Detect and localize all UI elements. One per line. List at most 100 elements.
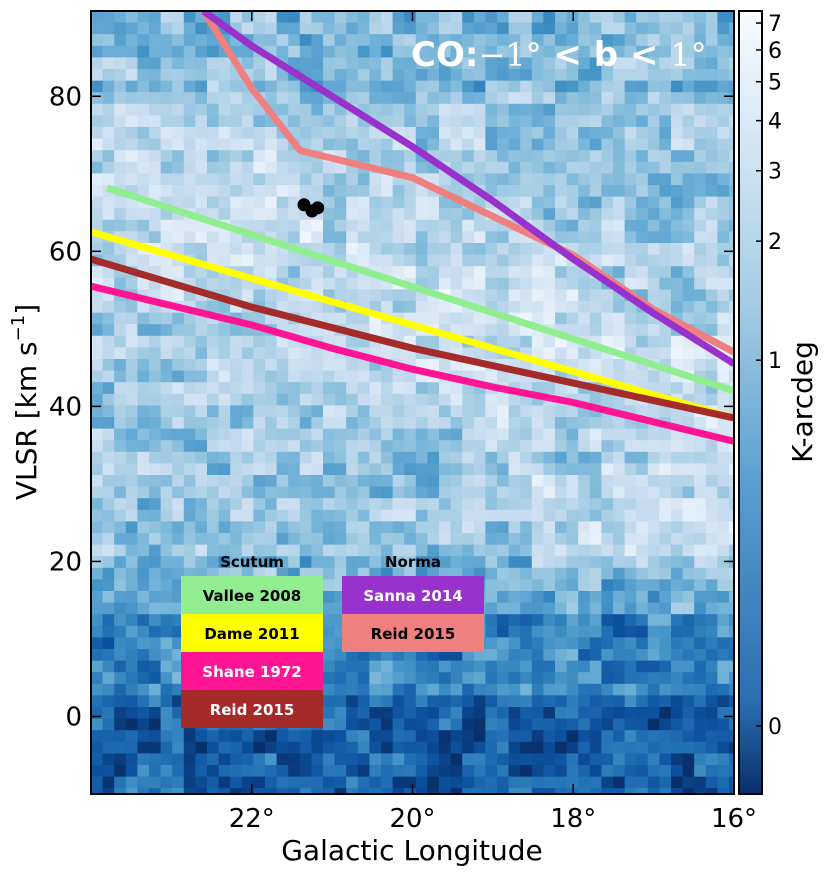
heatmap-cell: [520, 579, 533, 592]
heatmap-cell: [450, 393, 463, 406]
heatmap-cell: [137, 219, 150, 232]
heatmap-cell: [497, 579, 510, 592]
heatmap-cell: [102, 45, 115, 58]
heatmap-cell: [450, 22, 463, 35]
heatmap-cell: [520, 475, 533, 488]
heatmap-cell: [589, 637, 602, 650]
heatmap-cell: [624, 509, 637, 522]
heatmap-cell: [531, 266, 544, 279]
heatmap-cell: [172, 393, 185, 406]
heatmap-cell: [241, 788, 254, 794]
heatmap-cell: [183, 115, 196, 128]
heatmap-cell: [508, 556, 521, 569]
heatmap-cell: [357, 254, 370, 267]
heatmap-cell: [485, 475, 498, 488]
heatmap-cell: [102, 614, 115, 627]
heatmap-cell: [137, 463, 150, 476]
heatmap-cell: [497, 776, 510, 789]
heatmap-cell: [636, 695, 649, 708]
heatmap-cell: [485, 92, 498, 105]
heatmap-cell: [253, 521, 266, 534]
heatmap-cell: [566, 185, 579, 198]
heatmap-cell: [183, 127, 196, 140]
heatmap-cell: [601, 173, 614, 186]
heatmap-cell: [207, 440, 220, 453]
heatmap-cell: [91, 45, 104, 58]
heatmap-cell: [485, 672, 498, 685]
heatmap-cell: [485, 591, 498, 604]
heatmap-cell: [613, 57, 626, 70]
heatmap-cell: [589, 521, 602, 534]
heatmap-cell: [659, 428, 672, 441]
heatmap-cell: [102, 707, 115, 720]
heatmap-cell: [497, 567, 510, 580]
heatmap-cell: [497, 115, 510, 128]
heatmap-cell: [125, 428, 138, 441]
heatmap-cell: [91, 788, 104, 794]
heatmap-cell: [589, 509, 602, 522]
heatmap-cell: [357, 243, 370, 256]
heatmap-cell: [473, 173, 486, 186]
heatmap-cell: [717, 277, 730, 290]
heatmap-cell: [357, 57, 370, 70]
heatmap-cell: [508, 521, 521, 534]
heatmap-cell: [473, 347, 486, 360]
heatmap-cell: [729, 428, 734, 441]
heatmap-cell: [125, 753, 138, 766]
heatmap-cell: [613, 533, 626, 546]
heatmap-cell: [520, 753, 533, 766]
heatmap-cell: [624, 266, 637, 279]
heatmap-cell: [288, 301, 301, 314]
heatmap-cell: [578, 544, 591, 557]
heatmap-cell: [311, 370, 324, 383]
heatmap-cell: [137, 312, 150, 325]
heatmap-cell: [357, 138, 370, 151]
heatmap-cell: [729, 602, 734, 615]
heatmap-cell: [589, 788, 602, 794]
heatmap-cell: [450, 243, 463, 256]
heatmap-cell: [543, 335, 556, 348]
heatmap-cell: [613, 672, 626, 685]
heatmap-cell: [230, 324, 243, 337]
heatmap-cell: [160, 173, 173, 186]
heatmap-cell: [705, 556, 718, 569]
heatmap-cell: [473, 475, 486, 488]
heatmap-cell: [462, 660, 475, 673]
heatmap-cell: [497, 335, 510, 348]
heatmap-cell: [589, 544, 602, 557]
y-axis-label: VLSR [km s−1]: [8, 304, 43, 500]
heatmap-cell: [404, 451, 417, 464]
heatmap-cell: [485, 393, 498, 406]
heatmap-cell: [91, 219, 104, 232]
heatmap-cell: [647, 544, 660, 557]
heatmap-cell: [299, 533, 312, 546]
heatmap-cell: [578, 196, 591, 209]
heatmap-cell: [172, 730, 185, 743]
heatmap-cell: [404, 289, 417, 302]
heatmap-cell: [207, 161, 220, 174]
heatmap-cell: [647, 672, 660, 685]
heatmap-cell: [323, 161, 336, 174]
heatmap-cell: [659, 22, 672, 35]
heatmap-cell: [427, 765, 440, 778]
heatmap-cell: [624, 649, 637, 662]
heatmap-cell: [160, 347, 173, 360]
heatmap-cell: [555, 741, 568, 754]
heatmap-cell: [369, 428, 382, 441]
heatmap-cell: [694, 45, 707, 58]
heatmap-cell: [346, 115, 359, 128]
heatmap-cell: [462, 475, 475, 488]
heatmap-cell: [705, 753, 718, 766]
heatmap-cell: [288, 544, 301, 557]
heatmap-cell: [207, 486, 220, 499]
heatmap-cell: [381, 173, 394, 186]
heatmap-cell: [694, 533, 707, 546]
heatmap-cell: [439, 730, 452, 743]
heatmap-cell: [450, 718, 463, 731]
heatmap-cell: [682, 45, 695, 58]
heatmap-cell: [543, 475, 556, 488]
heatmap-cell: [450, 57, 463, 70]
heatmap-cell: [102, 127, 115, 140]
heatmap-cell: [439, 219, 452, 232]
heatmap-cell: [439, 173, 452, 186]
